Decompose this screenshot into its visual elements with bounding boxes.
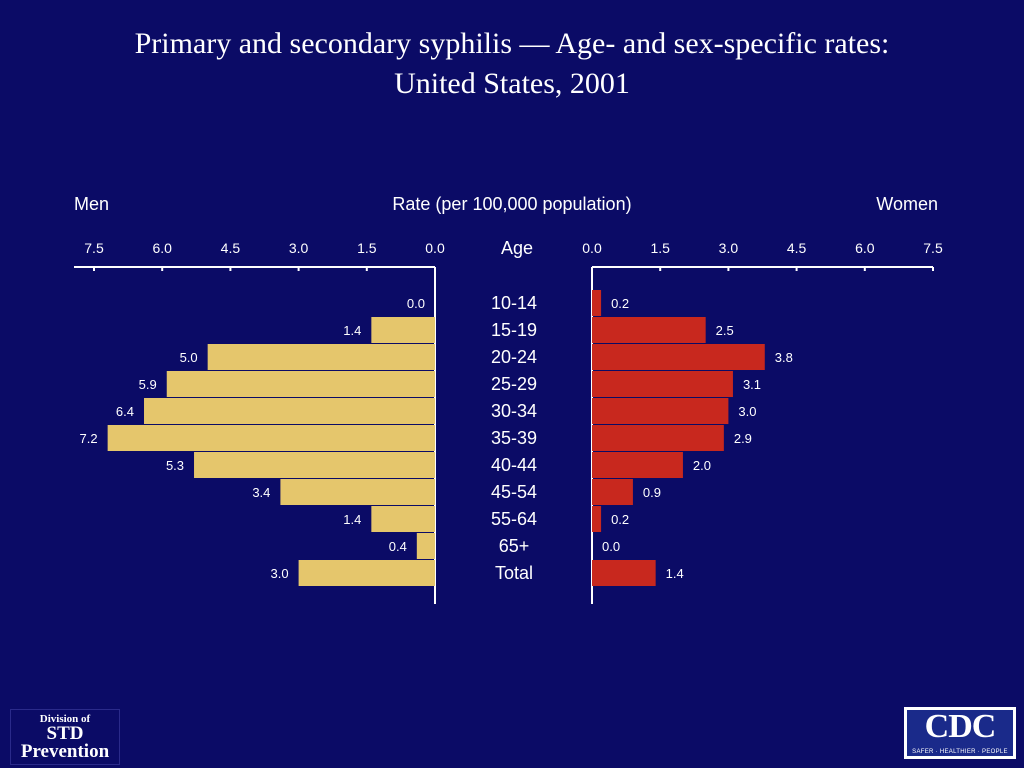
left-tick-label: 0.0 — [425, 240, 445, 256]
right-tick-label: 4.5 — [787, 240, 807, 256]
men-bar — [416, 533, 435, 559]
right-tick-label: 7.5 — [923, 240, 943, 256]
age-category-label: 15-19 — [491, 320, 537, 340]
women-bar — [592, 398, 729, 424]
logo-line-3: Prevention — [20, 741, 110, 762]
age-category-label: 10-14 — [491, 293, 537, 313]
women-bar — [592, 344, 765, 370]
men-value-label: 5.3 — [166, 458, 184, 473]
women-bar — [592, 452, 683, 478]
title-line-1: Primary and secondary syphilis — Age- an… — [134, 27, 890, 60]
title-line-2: United States, 2001 — [394, 67, 630, 100]
std-prevention-logo: Division of STD Prevention — [10, 709, 120, 765]
age-category-label: 25-29 — [491, 374, 537, 394]
women-value-label: 1.4 — [666, 566, 684, 581]
women-value-label: 3.8 — [775, 350, 793, 365]
women-bar — [592, 317, 706, 343]
men-value-label: 5.9 — [139, 377, 157, 392]
cdc-logo-text: CDC — [924, 708, 997, 745]
men-label: Men — [74, 194, 109, 214]
left-tick-label: 4.5 — [221, 240, 241, 256]
women-value-label: 2.0 — [693, 458, 711, 473]
rate-axis-title: Rate (per 100,000 population) — [392, 194, 631, 214]
logo-line-2: STD — [46, 723, 84, 744]
right-tick-label: 6.0 — [855, 240, 875, 256]
age-category-label: 20-24 — [491, 347, 537, 367]
age-category-label: Total — [495, 563, 533, 583]
women-value-label: 0.9 — [643, 485, 661, 500]
women-bar — [592, 290, 602, 316]
men-value-label: 6.4 — [116, 404, 134, 419]
men-value-label: 0.0 — [407, 296, 425, 311]
men-value-label: 1.4 — [343, 512, 361, 527]
men-bar — [207, 344, 435, 370]
right-tick-label: 0.0 — [582, 240, 602, 256]
women-bar — [592, 371, 733, 397]
age-category-label: 45-54 — [491, 482, 537, 502]
women-bar — [592, 425, 724, 451]
men-bar — [166, 371, 435, 397]
left-tick-label: 7.5 — [84, 240, 104, 256]
women-value-label: 0.2 — [611, 512, 629, 527]
logo-line-1: Division of — [39, 713, 91, 725]
men-bar — [371, 506, 435, 532]
men-bar — [144, 398, 435, 424]
women-value-label: 2.5 — [716, 323, 734, 338]
cdc-logo: CDC SAFER · HEALTHIER · PEOPLE — [904, 707, 1016, 759]
women-bar — [592, 560, 656, 586]
men-bar — [280, 479, 435, 505]
men-value-label: 3.4 — [252, 485, 270, 500]
age-header: Age — [501, 238, 533, 258]
women-value-label: 0.2 — [611, 296, 629, 311]
age-category-label: 30-34 — [491, 401, 537, 421]
women-value-label: 3.1 — [743, 377, 761, 392]
age-category-label: 40-44 — [491, 455, 537, 475]
women-label: Women — [876, 194, 938, 214]
age-category-label: 65+ — [499, 536, 530, 556]
men-value-label: 5.0 — [180, 350, 198, 365]
age-category-label: 35-39 — [491, 428, 537, 448]
right-tick-label: 1.5 — [650, 240, 670, 256]
left-tick-label: 3.0 — [289, 240, 309, 256]
men-value-label: 3.0 — [271, 566, 289, 581]
men-value-label: 7.2 — [80, 431, 98, 446]
left-tick-label: 1.5 — [357, 240, 377, 256]
cdc-logo-tagline: SAFER · HEALTHIER · PEOPLE — [912, 749, 1008, 755]
women-bar — [592, 479, 633, 505]
chart-title: Primary and secondary syphilis — Age- an… — [0, 24, 1024, 104]
men-bar — [107, 425, 435, 451]
right-tick-label: 3.0 — [719, 240, 739, 256]
men-bar — [194, 452, 435, 478]
men-value-label: 1.4 — [343, 323, 361, 338]
women-bar — [592, 506, 602, 532]
women-value-label: 0.0 — [602, 539, 620, 554]
men-bar — [371, 317, 435, 343]
men-value-label: 0.4 — [389, 539, 407, 554]
women-value-label: 3.0 — [738, 404, 756, 419]
men-bar — [298, 560, 435, 586]
left-tick-label: 6.0 — [152, 240, 172, 256]
age-category-label: 55-64 — [491, 509, 537, 529]
women-value-label: 2.9 — [734, 431, 752, 446]
